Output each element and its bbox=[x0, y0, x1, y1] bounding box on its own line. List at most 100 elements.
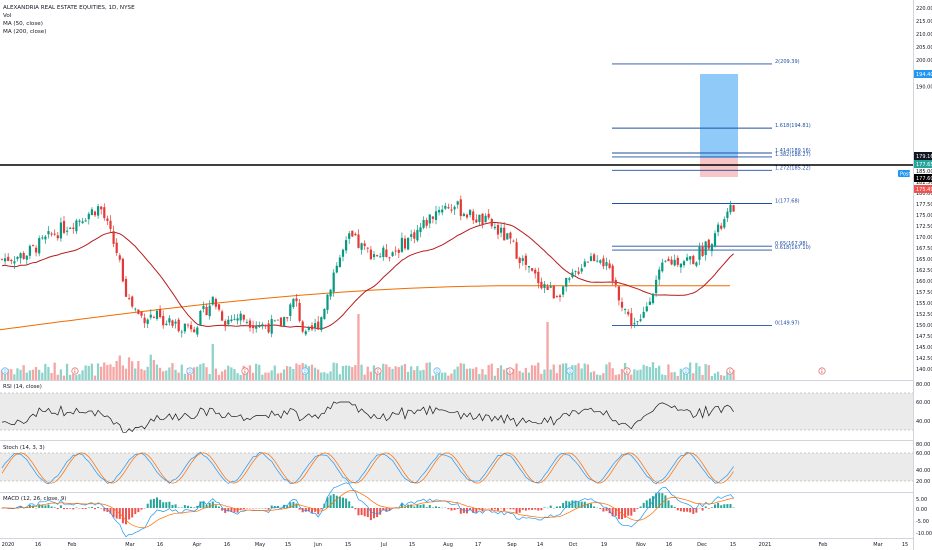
volume-bar bbox=[75, 375, 78, 380]
macd-hist-bar bbox=[689, 508, 692, 513]
macd-hist-bar bbox=[633, 508, 636, 512]
macd-pane[interactable]: MACD (12, 26, close, 9) bbox=[0, 482, 913, 538]
macd-hist-bar bbox=[404, 507, 406, 508]
macd-hist-bar bbox=[453, 508, 456, 510]
candle-body bbox=[658, 269, 661, 280]
candle-body bbox=[717, 224, 720, 233]
volume-bar bbox=[56, 374, 59, 380]
volume-bar bbox=[140, 368, 143, 380]
macd-hist-bar bbox=[134, 508, 137, 515]
candle-body bbox=[177, 319, 180, 332]
macd-hist-bar bbox=[208, 502, 211, 508]
macd-hist-bar bbox=[44, 505, 47, 508]
candle-body bbox=[314, 323, 317, 328]
price-axis[interactable]: 220.00215.00210.00205.00200.00195.00190.… bbox=[913, 0, 932, 550]
study-ma50[interactable]: MA (50, close) bbox=[3, 21, 43, 27]
study-vol[interactable]: Vol bbox=[3, 13, 12, 19]
candle-body bbox=[81, 221, 84, 224]
volume-bar bbox=[698, 366, 701, 380]
rsi-pane[interactable]: RSI (14, close) bbox=[0, 380, 913, 433]
macd-hist-bar bbox=[630, 508, 633, 516]
stoch-pane[interactable]: Stoch (14, 3, 3) bbox=[0, 440, 913, 485]
volume-bar bbox=[202, 363, 205, 380]
volume-bar bbox=[233, 369, 236, 380]
volume-bar bbox=[69, 374, 72, 380]
macd-hist-bar bbox=[162, 502, 165, 508]
volume-bar bbox=[149, 354, 152, 380]
volume-bar bbox=[292, 368, 295, 380]
macd-hist-bar bbox=[115, 508, 118, 519]
time-axis-label: Apr bbox=[193, 542, 203, 548]
volume-bar bbox=[38, 369, 41, 380]
macd-hist-bar bbox=[363, 508, 366, 517]
macd-hist-bar bbox=[66, 508, 69, 509]
macd-hist-bar bbox=[419, 504, 422, 508]
rsi-title: RSI (14, close) bbox=[3, 384, 42, 390]
post-tag: Post bbox=[898, 170, 911, 178]
candle-body bbox=[723, 219, 726, 228]
volume-bar bbox=[670, 372, 673, 380]
macd-hist-bar bbox=[599, 508, 602, 509]
candle-body bbox=[279, 317, 283, 327]
volume-bar bbox=[558, 364, 562, 380]
volume-bar bbox=[561, 363, 565, 380]
macd-hist-bar bbox=[81, 508, 84, 509]
candle-body bbox=[214, 298, 217, 307]
candle-body bbox=[726, 211, 729, 219]
candle-body bbox=[686, 257, 689, 261]
volume-bar bbox=[127, 357, 131, 380]
candle-body bbox=[682, 261, 686, 266]
candle-body bbox=[329, 289, 332, 297]
volume-bar bbox=[444, 372, 447, 380]
candle-body bbox=[524, 255, 527, 265]
price-axis-label: 215.00 bbox=[916, 19, 932, 25]
candle-body bbox=[503, 227, 506, 241]
volume-bar bbox=[608, 362, 611, 380]
time-axis-label: 2021 bbox=[759, 542, 772, 548]
price-axis-label: 150.00 bbox=[916, 323, 932, 329]
macd-hist-bar bbox=[342, 497, 344, 508]
volume-bar bbox=[326, 373, 329, 380]
volume-bar bbox=[726, 370, 729, 380]
volume-bar bbox=[310, 364, 314, 380]
macd-hist-bar bbox=[242, 508, 245, 510]
rsi-axis-label: 60.00 bbox=[916, 400, 930, 406]
macd-hist-bar bbox=[593, 506, 596, 508]
volume-bar bbox=[487, 364, 490, 380]
macd-hist-bar bbox=[438, 506, 441, 508]
candle-body bbox=[273, 320, 276, 322]
macd-hist-bar bbox=[140, 508, 143, 510]
volume-bar bbox=[667, 364, 670, 380]
candle-body bbox=[338, 257, 341, 268]
volume-bar bbox=[459, 363, 462, 380]
macd-hist-bar bbox=[704, 506, 707, 508]
macd-hist-bar bbox=[326, 497, 329, 508]
candle-body bbox=[679, 263, 682, 268]
candle-body bbox=[301, 321, 304, 332]
volume-bar bbox=[385, 364, 388, 380]
price-pane[interactable]: 2(209.39) 1.618(194.81) 1.414(189.16)1.382… bbox=[0, 0, 913, 380]
macd-hist-bar bbox=[617, 508, 620, 519]
volume-bar bbox=[323, 372, 326, 380]
candle-body bbox=[549, 286, 552, 288]
candle-body bbox=[558, 295, 562, 298]
macd-hist-bar bbox=[521, 508, 524, 510]
time-axis[interactable]: 2020 16 Feb Mar 16 Apr 16 May 15 Jun 15 Jul 15 Aug 17 S… bbox=[0, 538, 913, 549]
macd-hist-bar bbox=[233, 508, 236, 513]
study-ma200[interactable]: MA (200, close) bbox=[3, 29, 47, 35]
candle-body bbox=[10, 259, 13, 262]
volume-bar bbox=[472, 368, 475, 380]
macd-hist-bar bbox=[149, 499, 152, 508]
volume-bar bbox=[286, 366, 289, 380]
candle-body bbox=[196, 327, 199, 335]
volume-bar bbox=[267, 372, 270, 380]
candle-body bbox=[276, 319, 279, 321]
macd-hist-bar bbox=[413, 506, 416, 508]
macd-hist-bar bbox=[28, 504, 31, 508]
candle-body bbox=[456, 201, 459, 205]
price-axis-label: 200.00 bbox=[916, 58, 932, 64]
fib-extension[interactable]: 2(209.39) 1.618(194.81) 1.414(189.16)1.382… bbox=[612, 59, 811, 326]
macd-hist-bar bbox=[720, 505, 723, 508]
candle-body bbox=[676, 257, 679, 265]
